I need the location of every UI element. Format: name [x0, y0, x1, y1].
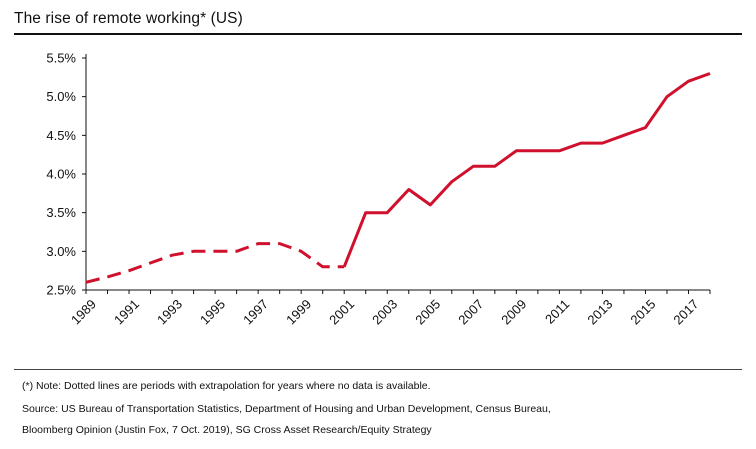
- x-tick-label: 1997: [240, 296, 271, 327]
- x-tick-label: 2015: [627, 296, 658, 327]
- y-tick-label: 3.0%: [46, 244, 76, 259]
- x-tick-label: 1991: [111, 296, 142, 327]
- x-tick-label: 2009: [498, 296, 529, 327]
- title-rule: [14, 33, 742, 35]
- x-tick-label: 2001: [326, 296, 357, 327]
- series-lines: [85, 72, 711, 284]
- footnote-rule: [14, 369, 742, 370]
- extrapolation-note: (*) Note: Dotted lines are periods with …: [22, 380, 431, 392]
- axes: 2.5% 3.0% 3.5% 4.0% 4.5% 5.0% 5.5% 1989 1991 1993…: [46, 51, 711, 327]
- source-note: Source: US Bureau of Transportation Stat…: [22, 403, 551, 415]
- x-tick-label: 2011: [542, 296, 572, 326]
- x-tick-label: 1989: [68, 296, 99, 327]
- y-tick-label: 5.5%: [46, 51, 76, 66]
- y-tick-label: 3.5%: [46, 205, 76, 220]
- x-tick-label: 2013: [584, 296, 615, 327]
- y-tick-label: 4.5%: [46, 128, 76, 143]
- x-tick-label: 1993: [154, 296, 185, 327]
- y-tick-label: 2.5%: [46, 283, 76, 298]
- x-tick-label: 1995: [197, 296, 228, 327]
- observed-series-line: [342, 72, 711, 268]
- x-tick-label: 2017: [670, 296, 701, 327]
- x-tick-label: 1999: [283, 296, 314, 327]
- x-tick-label: 2003: [369, 296, 400, 327]
- y-tick-label: 5.0%: [46, 89, 76, 104]
- y-tick-label: 4.0%: [46, 167, 76, 182]
- x-tick-label: 2005: [412, 296, 443, 327]
- chart-title: The rise of remote working* (US): [14, 10, 243, 27]
- extrapolated-series-line: [85, 242, 345, 284]
- source-note-continued: Bloomberg Opinion (Justin Fox, 7 Oct. 20…: [22, 424, 432, 436]
- x-tick-label: 2007: [455, 296, 486, 327]
